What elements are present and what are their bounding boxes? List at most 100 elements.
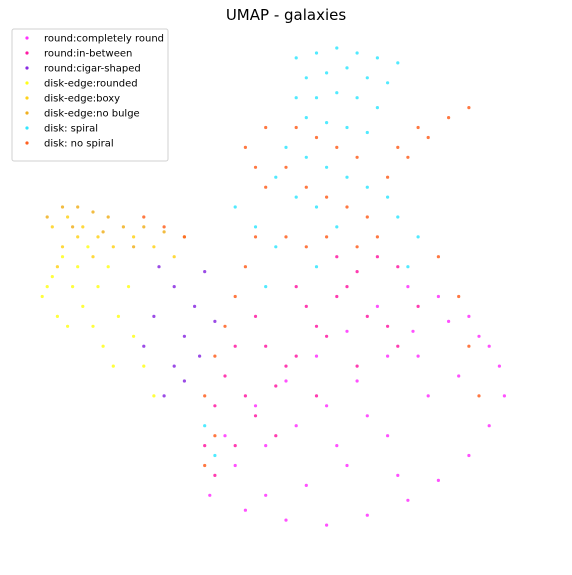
scatter-point — [396, 146, 399, 149]
scatter-point — [305, 245, 308, 248]
legend-label: disk: no spiral — [44, 139, 114, 150]
scatter-point — [213, 320, 216, 323]
legend-label: disk: spiral — [44, 124, 98, 135]
scatter-point — [356, 51, 359, 54]
scatter-point — [467, 106, 470, 109]
scatter-point — [498, 365, 501, 368]
scatter-point — [122, 225, 125, 228]
series-4 — [51, 215, 176, 268]
scatter-point — [132, 245, 135, 248]
scatter-point — [376, 56, 379, 59]
scatter-point — [477, 335, 480, 338]
scatter-point — [198, 355, 201, 358]
scatter-point — [386, 81, 389, 84]
legend-marker — [25, 51, 28, 54]
scatter-point — [417, 126, 420, 129]
legend-marker — [25, 111, 28, 114]
scatter-point — [345, 66, 348, 69]
scatter-point — [244, 509, 247, 512]
scatter-point — [102, 230, 105, 233]
scatter-point — [183, 379, 186, 382]
scatter-point — [437, 479, 440, 482]
scatter-point — [46, 285, 49, 288]
scatter-point — [396, 215, 399, 218]
scatter-point — [71, 285, 74, 288]
scatter-point — [345, 126, 348, 129]
scatter-point — [254, 166, 257, 169]
scatter-point — [457, 295, 460, 298]
scatter-point — [315, 51, 318, 54]
scatter-point — [142, 345, 145, 348]
scatter-point — [163, 230, 166, 233]
series-1 — [203, 255, 420, 477]
scatter-point — [315, 394, 318, 397]
scatter-point — [274, 434, 277, 437]
scatter-point — [152, 245, 155, 248]
scatter-point — [163, 394, 166, 397]
scatter-point — [213, 404, 216, 407]
scatter-point — [386, 434, 389, 437]
scatter-point — [244, 394, 247, 397]
scatter-point — [345, 205, 348, 208]
legend-marker — [25, 141, 28, 144]
scatter-point — [305, 156, 308, 159]
scatter-point — [406, 499, 409, 502]
scatter-point — [254, 315, 257, 318]
scatter-point — [234, 464, 237, 467]
scatter-point — [356, 245, 359, 248]
scatter-point — [406, 265, 409, 268]
legend-label: disk-edge:rounded — [44, 79, 138, 90]
scatter-point — [223, 434, 226, 437]
scatter-point — [223, 374, 226, 377]
scatter-point — [503, 394, 506, 397]
scatter-point — [345, 330, 348, 333]
scatter-point — [295, 196, 298, 199]
scatter-point — [488, 345, 491, 348]
scatter-point — [173, 365, 176, 368]
scatter-point — [96, 285, 99, 288]
legend-marker — [25, 36, 28, 39]
scatter-point — [91, 325, 94, 328]
scatter-point — [51, 225, 54, 228]
scatter-point — [376, 235, 379, 238]
scatter-point — [325, 166, 328, 169]
scatter-point — [305, 116, 308, 119]
legend-label: round:cigar-shaped — [44, 64, 141, 75]
scatter-point — [467, 345, 470, 348]
scatter-point — [91, 255, 94, 258]
scatter-point — [366, 215, 369, 218]
scatter-point — [274, 176, 277, 179]
chart-title: UMAP - galaxies — [226, 6, 347, 24]
scatter-point — [335, 255, 338, 258]
scatter-point — [81, 305, 84, 308]
scatter-point — [315, 96, 318, 99]
scatter-point — [315, 136, 318, 139]
scatter-point — [284, 235, 287, 238]
scatter-point — [305, 76, 308, 79]
scatter-point — [234, 205, 237, 208]
scatter-point — [173, 285, 176, 288]
scatter-point — [112, 365, 115, 368]
scatter-point — [366, 131, 369, 134]
scatter-point — [366, 186, 369, 189]
scatter-point — [254, 404, 257, 407]
legend-label: disk-edge:no bulge — [44, 109, 140, 120]
scatter-point — [325, 404, 328, 407]
scatter-point — [264, 345, 267, 348]
scatter-point — [254, 414, 257, 417]
scatter-point — [183, 335, 186, 338]
scatter-point — [325, 335, 328, 338]
scatter-point — [335, 146, 338, 149]
scatter-point — [335, 225, 338, 228]
scatter-point — [315, 205, 318, 208]
scatter-point — [91, 210, 94, 213]
scatter-point — [107, 215, 110, 218]
scatter-point — [325, 196, 328, 199]
scatter-point — [386, 325, 389, 328]
scatter-point — [356, 365, 359, 368]
scatter-point — [366, 315, 369, 318]
scatter-point — [284, 379, 287, 382]
scatter-point — [203, 394, 206, 397]
scatter-point — [335, 444, 338, 447]
